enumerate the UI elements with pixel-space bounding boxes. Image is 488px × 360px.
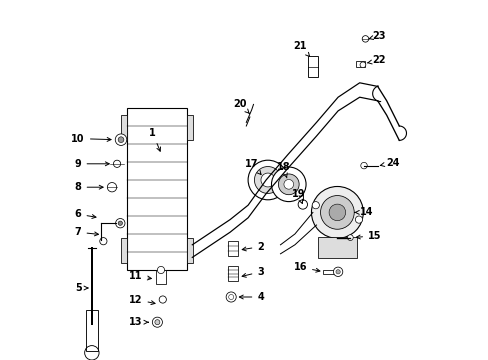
Circle shape [115,134,126,145]
Text: 3: 3 [242,267,264,277]
Circle shape [278,174,299,195]
Circle shape [247,160,287,200]
Text: 20: 20 [233,99,249,113]
Circle shape [155,320,160,325]
Text: 6: 6 [75,209,96,219]
Text: 17: 17 [244,159,261,175]
Text: 11: 11 [129,271,151,282]
Bar [156,270,165,284]
Circle shape [261,173,274,187]
Bar [121,238,127,263]
Circle shape [118,221,122,225]
Circle shape [254,167,281,193]
Bar [322,270,333,274]
Circle shape [157,266,164,274]
Text: 12: 12 [129,294,155,305]
Circle shape [355,216,362,223]
Circle shape [328,204,345,221]
Circle shape [333,267,342,276]
Text: 4: 4 [239,292,264,302]
Text: 5: 5 [75,283,88,293]
Bar [186,115,193,140]
Text: 10: 10 [71,134,111,144]
Circle shape [152,317,162,327]
Text: 22: 22 [366,55,386,66]
Text: 19: 19 [291,189,305,203]
Text: 14: 14 [354,207,373,217]
Circle shape [118,137,123,143]
Circle shape [113,160,121,167]
Text: 15: 15 [356,231,381,241]
Text: 23: 23 [368,31,386,41]
Bar [317,237,356,258]
Circle shape [359,62,365,68]
Text: 2: 2 [242,242,264,252]
Text: 24: 24 [380,158,399,168]
Text: 9: 9 [75,159,109,169]
Circle shape [311,202,319,209]
Bar [127,108,186,270]
Text: 21: 21 [293,41,309,57]
Circle shape [335,270,340,274]
Circle shape [107,183,117,192]
Circle shape [311,186,363,238]
Bar [228,241,238,256]
Text: 1: 1 [149,128,160,151]
Bar [186,238,193,263]
Text: 18: 18 [276,162,289,178]
Circle shape [347,235,352,240]
Circle shape [284,180,293,189]
Text: 16: 16 [293,262,319,272]
Bar [355,61,365,67]
Circle shape [271,167,305,202]
Text: 8: 8 [75,182,103,192]
Bar [86,310,98,351]
Bar [307,56,317,77]
Text: 7: 7 [75,227,98,237]
Text: 13: 13 [129,317,148,327]
Bar [121,115,127,140]
Circle shape [115,219,125,228]
Circle shape [320,195,353,229]
Bar [228,266,238,281]
